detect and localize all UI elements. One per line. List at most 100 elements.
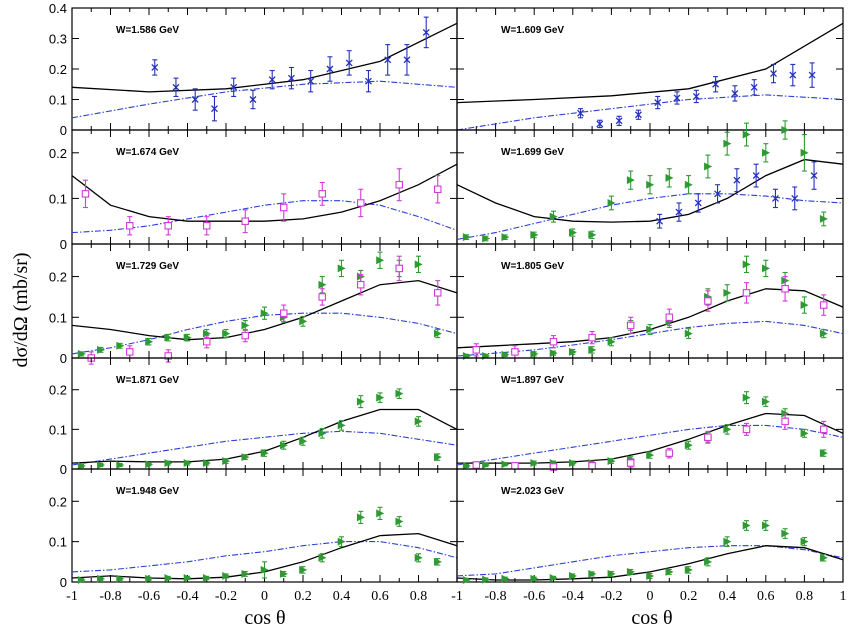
- data-point-triangle: [318, 280, 327, 289]
- data-point-x: [230, 83, 238, 91]
- data-point-x: [268, 76, 276, 84]
- data-point-triangle: [97, 461, 106, 470]
- data-point-triangle: [684, 329, 693, 338]
- data-point-x: [694, 199, 702, 207]
- data-point-square: [626, 459, 635, 467]
- data-point-triangle: [704, 557, 713, 566]
- panel-title: W=1.609 GeV: [501, 25, 564, 36]
- data-point-square: [626, 321, 635, 330]
- data-point-triangle: [607, 337, 616, 346]
- data-point-triangle: [800, 537, 809, 546]
- data-point-square: [819, 301, 828, 309]
- xtick-label: 0: [647, 589, 654, 604]
- data-point-triangle: [501, 350, 510, 359]
- data-point-square: [241, 217, 250, 225]
- data-point-triangle: [626, 567, 635, 576]
- data-point-triangle: [549, 212, 558, 221]
- data-point-triangle: [501, 460, 510, 469]
- data-point-square: [395, 180, 403, 189]
- data-point-square: [472, 461, 481, 469]
- xtick-label: -0.4: [176, 589, 198, 604]
- data-point-triangle: [77, 349, 86, 358]
- curve-solid: [457, 412, 844, 464]
- data-point-square: [164, 222, 173, 230]
- ytick-label: 0: [60, 351, 67, 366]
- data-point-triangle: [433, 329, 442, 338]
- data-point-triangle: [607, 457, 616, 466]
- panel-title: W=1.699 GeV: [501, 147, 564, 158]
- xtick-label: -0.6: [138, 589, 160, 604]
- data-point-square: [395, 264, 403, 273]
- data-point-triangle: [433, 453, 442, 462]
- panel-title: W=2.023 GeV: [501, 486, 564, 497]
- ytick-label: 0.1: [49, 191, 67, 206]
- x-axis-title-left: cos θ: [244, 607, 285, 629]
- data-point-x: [654, 99, 662, 107]
- data-point-triangle: [800, 429, 809, 438]
- data-point-triangle: [164, 573, 173, 582]
- data-point-triangle: [482, 575, 491, 584]
- data-point-square: [665, 449, 674, 457]
- panel-2: W=1.609 GeV: [456, 7, 844, 131]
- data-point-triangle: [462, 575, 471, 584]
- panel-4: W=1.699 GeV: [456, 120, 844, 245]
- data-point-triangle: [646, 451, 655, 460]
- data-point-triangle: [819, 214, 828, 223]
- data-point-triangle: [819, 329, 828, 338]
- data-point-square: [318, 190, 326, 198]
- data-point-x: [422, 28, 430, 36]
- data-point-triangle: [501, 574, 510, 583]
- ytick-label: 0.2: [49, 494, 67, 509]
- xtick-label: 1: [840, 589, 847, 604]
- data-point-triangle: [482, 461, 491, 470]
- data-point-triangle: [684, 441, 693, 450]
- data-point-triangle: [462, 461, 471, 470]
- data-point-x: [191, 96, 199, 103]
- data-point-x: [615, 117, 623, 125]
- data-point-triangle: [260, 449, 269, 458]
- data-point-x: [750, 83, 758, 91]
- data-point-triangle: [183, 333, 192, 342]
- data-point-triangle: [762, 148, 770, 157]
- curve-solid: [71, 22, 458, 93]
- data-point-x: [731, 89, 739, 97]
- ytick-label: 0.3: [49, 32, 67, 47]
- xtick-label: 0.4: [718, 589, 736, 604]
- data-point-triangle: [742, 521, 751, 530]
- data-point-triangle: [723, 425, 732, 434]
- xtick-label: 0.8: [410, 589, 428, 604]
- curve-dash-dot: [456, 545, 844, 577]
- data-point-triangle: [646, 325, 655, 334]
- data-point-square: [781, 285, 789, 293]
- data-point-x: [810, 172, 818, 180]
- data-point-triangle: [530, 230, 539, 239]
- panel-title: W=1.897 GeV: [501, 375, 564, 386]
- data-point-triangle: [183, 459, 192, 468]
- data-point-square: [81, 190, 90, 198]
- data-point-triangle: [800, 148, 809, 157]
- xtick-label: -0.6: [523, 589, 545, 604]
- data-point-x: [345, 59, 353, 67]
- curve-dash-dot: [71, 541, 458, 573]
- curve-dash-dot: [456, 320, 844, 357]
- curve-solid: [456, 22, 844, 104]
- data-point-triangle: [97, 345, 106, 354]
- ytick-label: 0.2: [49, 146, 67, 161]
- data-point-triangle: [607, 569, 616, 578]
- ytick-label: 0: [60, 123, 67, 138]
- data-point-triangle: [665, 567, 674, 576]
- data-point-x: [307, 77, 315, 85]
- data-point-triangle: [116, 574, 125, 583]
- xtick-label: -0.4: [562, 589, 584, 604]
- data-point-triangle: [183, 573, 192, 582]
- data-point-square: [704, 297, 712, 305]
- data-point-triangle: [279, 569, 288, 578]
- data-point-square: [318, 293, 326, 301]
- xtick-label: 0.6: [757, 589, 775, 604]
- data-point-square: [472, 346, 481, 354]
- curve-solid: [456, 158, 844, 223]
- data-point-triangle: [626, 176, 635, 185]
- data-point-triangle: [762, 264, 770, 273]
